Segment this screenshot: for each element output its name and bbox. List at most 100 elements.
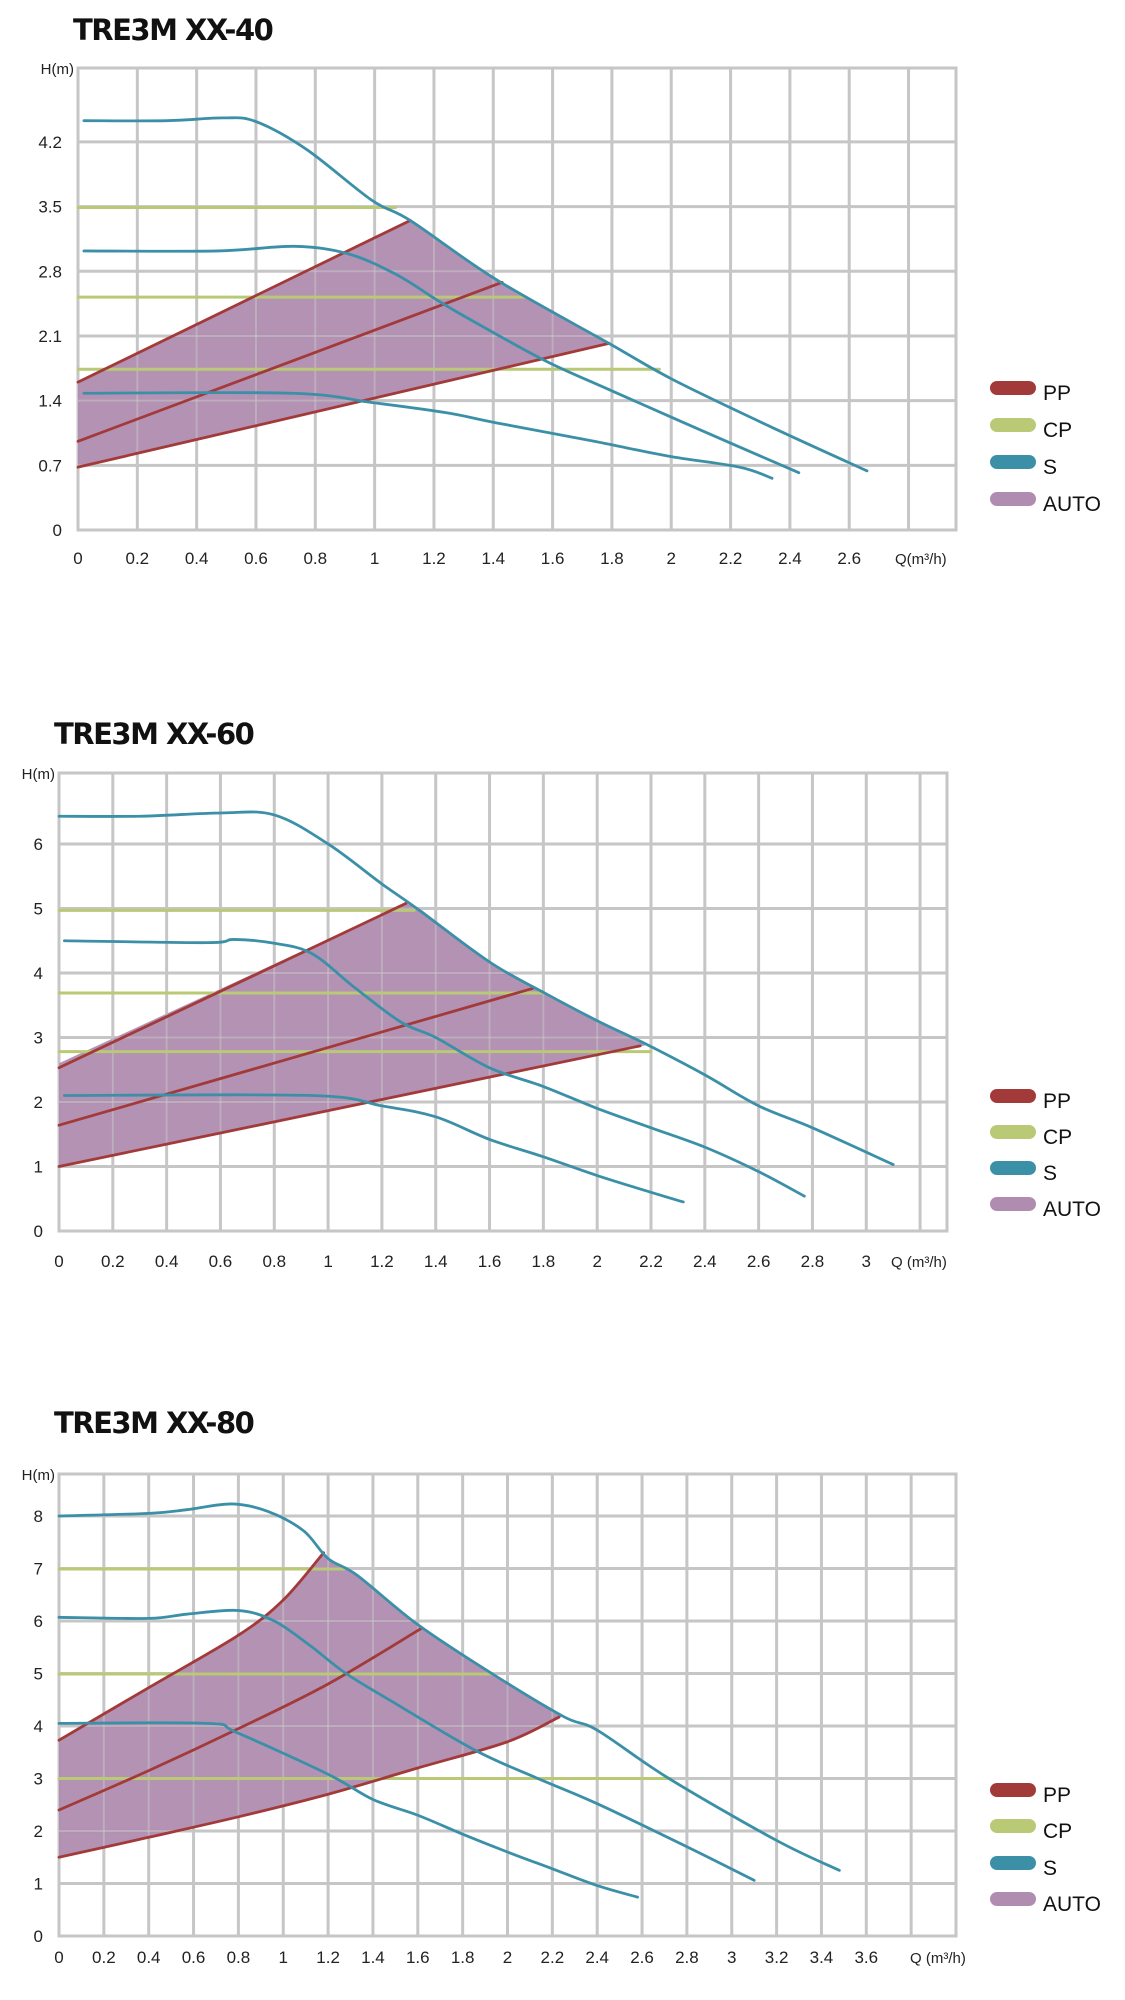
x-tick-label: 1.2 [370,1252,394,1271]
y-tick-label: 4 [34,964,43,983]
x-tick-label: 0.2 [92,1948,116,1967]
series-pp-curve-3 [76,341,611,469]
x-tick-label: 1 [279,1948,288,1967]
legend-label: AUTO [1043,1198,1101,1221]
x-tick-label: 2 [667,549,676,568]
x-tick-label: 2.8 [675,1948,699,1967]
x-tick-label: 1.8 [532,1252,556,1271]
y-tick-label: 6 [34,1612,43,1631]
x-tick-label: 0 [54,1252,63,1271]
legend-item-auto: AUTO [990,492,1101,516]
series-pp-curve-2 [57,987,534,1127]
legend-label: AUTO [1043,493,1101,516]
x-tick-label: 0.2 [126,549,150,568]
x-axis-label: Q (m³/h) [891,1254,947,1271]
x-tick-label: 1.6 [406,1948,430,1967]
legend-swatch [990,1856,1036,1870]
y-axis-label: H(m) [22,766,55,783]
legend-item-pp: PP [990,1089,1071,1113]
y-tick-label: 8 [34,1507,43,1526]
legend-label: S [1043,1857,1057,1880]
chart-2: TRE3M XX-60 0 0.2 0.4 0.6 0.8 1 1.2 1.4 1.6 1.8 2 2.… [22,717,1101,1271]
legend-swatch [990,1125,1036,1139]
x-tick-label: 2.8 [801,1252,825,1271]
legend-swatch [990,492,1036,506]
plot-frame [76,66,958,532]
y-tick-label: 2.8 [38,262,62,281]
x-tick-label: 1.6 [478,1252,502,1271]
legend-label: AUTO [1043,1893,1101,1916]
x-tick-label: 0 [73,549,82,568]
legend-item-s: S [990,1856,1057,1880]
x-tick-label: 0.6 [209,1252,233,1271]
chart-1: TRE3M XX-40 0 0.2 0.4 0.6 0.8 1 1.2 1.4 1.6 1.8 2 2.… [38,13,1101,568]
x-tick-label: 1.8 [451,1948,475,1967]
series-pp-curve-2 [76,280,504,443]
legend-item-cp: CP [990,1125,1072,1149]
y-tick-label: 1 [34,1875,43,1894]
plot-frame [57,771,949,1233]
x-tick-label: 3 [862,1252,871,1271]
y-axis-label: H(m) [22,1467,55,1484]
y-tick-label: 0.7 [38,456,62,475]
y-tick-label: 0 [34,1222,43,1241]
legend-label: CP [1043,419,1072,442]
series-pp-curve-3 [57,1715,561,1859]
legend-swatch [990,1819,1036,1833]
x-tick-label: 0.4 [137,1948,161,1967]
x-tick-label: 0.8 [262,1252,286,1271]
x-tick-label: 1 [323,1252,332,1271]
x-tick-label: 1.4 [481,549,505,568]
chart-title: TRE3M XX-40 [73,13,273,47]
x-tick-label: 3.4 [810,1948,834,1967]
x-tick-label: 2.2 [719,549,743,568]
series-s-curve-2 [62,938,806,1198]
y-tick-label: 2 [34,1822,43,1841]
legend-swatch [990,1783,1036,1797]
y-tick-label: 0 [53,521,62,540]
x-tick-label: 3.6 [854,1948,878,1967]
x-tick-label: 1.8 [600,549,624,568]
legend-item-cp: CP [990,418,1072,442]
legend-item-s: S [990,1161,1057,1185]
legend-label: S [1043,456,1057,479]
x-tick-label: 0.2 [101,1252,125,1271]
y-axis-label: H(m) [41,61,74,78]
series-pp-curve-1 [76,219,412,384]
x-tick-label: 0.8 [227,1948,251,1967]
y-tick-label: 6 [34,835,43,854]
legend-label: PP [1043,382,1071,405]
y-tick-label: 4 [34,1717,43,1736]
y-tick-label: 1 [34,1157,43,1176]
x-tick-label: 2.4 [693,1252,717,1271]
legend-label: CP [1043,1820,1072,1843]
legend-swatch [990,381,1036,395]
legend-item-s: S [990,455,1057,479]
legend-label: PP [1043,1090,1071,1113]
legend-swatch [990,1892,1036,1906]
legend-item-cp: CP [990,1819,1072,1843]
legend-swatch [990,418,1036,432]
legend-swatch [990,1197,1036,1211]
series-s-curve-1 [57,1502,841,1872]
x-tick-label: 2 [592,1252,601,1271]
series-s-curve-3 [82,391,774,480]
legend-label: S [1043,1162,1057,1185]
legend-swatch [990,455,1036,469]
y-tick-label: 2 [34,1093,43,1112]
series-pp-curve-3 [57,1044,642,1168]
chart-title: TRE3M XX-80 [54,1406,254,1440]
series-pp-curve-1 [57,901,408,1070]
legend-item-auto: AUTO [990,1892,1101,1916]
y-tick-label: 2.1 [38,327,62,346]
y-tick-label: 5 [34,899,43,918]
series-s-curve-1 [57,810,895,1166]
y-tick-label: 5 [34,1665,43,1684]
chart-3: TRE3M XX-80 0 0.2 0.4 0.6 0.8 1 1.2 1.4 1.6 1.8 2 2.… [22,1406,1101,1967]
series-pp-curve-2 [57,1626,424,1812]
x-tick-label: 0.4 [155,1252,179,1271]
x-tick-label: 0.6 [182,1948,206,1967]
y-tick-label: 7 [34,1560,43,1579]
series-s-curve-1 [82,116,869,473]
